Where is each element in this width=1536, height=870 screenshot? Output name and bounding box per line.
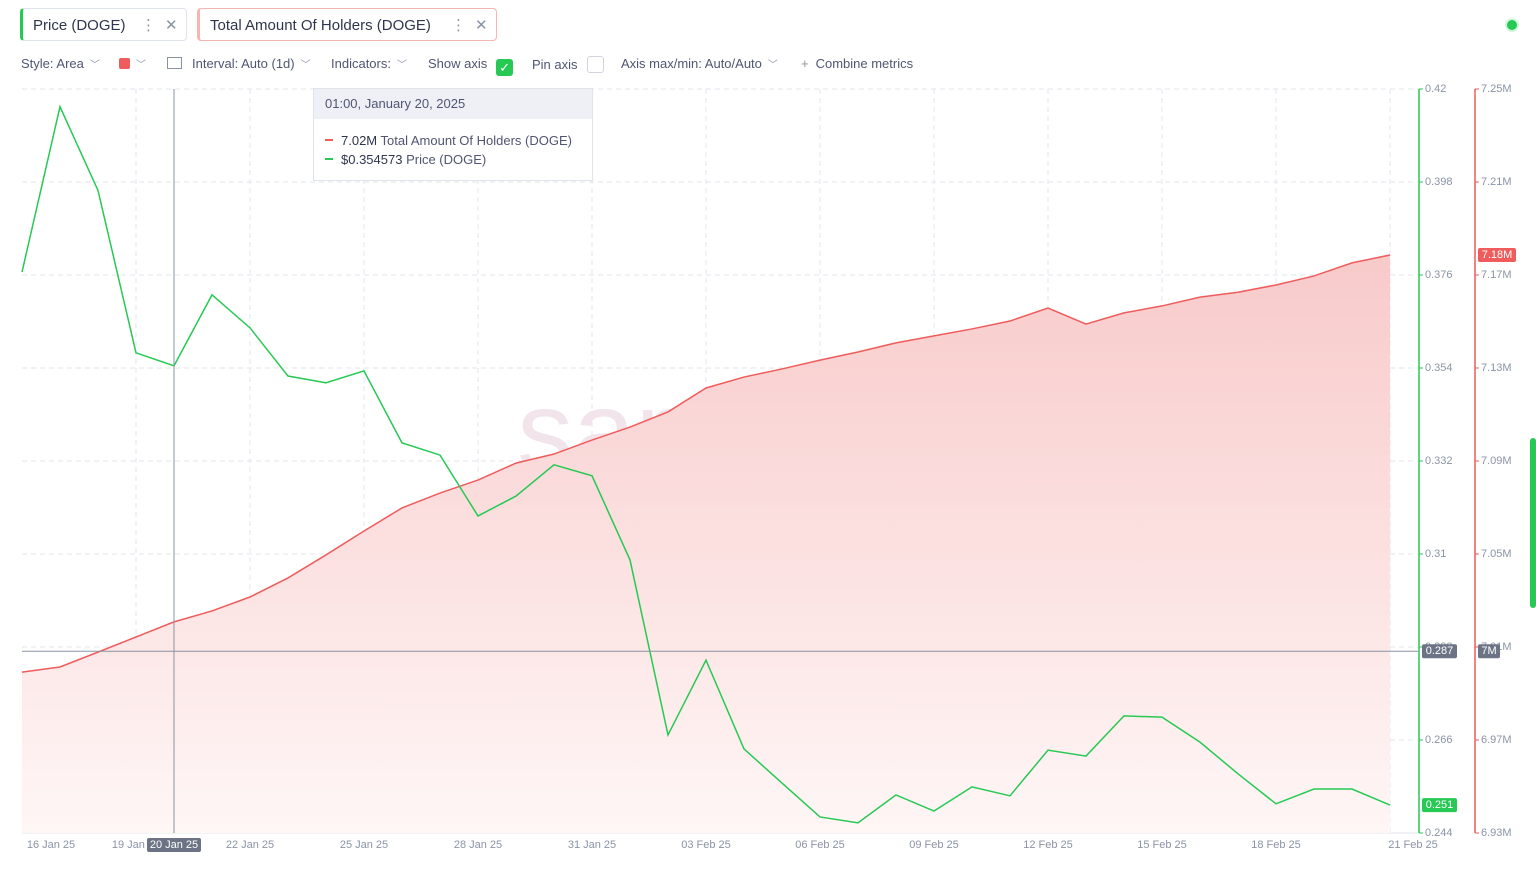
interval-select[interactable]: Interval: Auto (1d) ﹀ [167, 56, 311, 74]
combine-metrics[interactable]: + Combine metrics [801, 56, 914, 71]
area [22, 255, 1390, 833]
interval-icon [167, 57, 182, 69]
crosshair-y-label: 0.287 [1426, 645, 1454, 657]
y-tick-label: 0.376 [1425, 269, 1453, 281]
status-dot [1507, 20, 1517, 30]
indicators-select[interactable]: Indicators: ﹀ [331, 56, 407, 71]
pin-axis-toggle[interactable]: Pin axis [532, 56, 604, 73]
color-select[interactable]: ﹀ [119, 56, 146, 74]
y-tick-label: 0.354 [1425, 362, 1453, 374]
tooltip-series: Price (DOGE) [406, 152, 487, 167]
tooltip-series: Total Amount Of Holders (DOGE) [380, 133, 572, 148]
y-tick-label: 0.42 [1425, 83, 1446, 95]
toolbar-label: Indicators: [331, 56, 391, 71]
y2-tick-label: 7.13M [1481, 362, 1512, 374]
y2-tick-label: 7.05M [1481, 548, 1512, 560]
tooltip: 01:00, January 20, 2025 7.02M Total Amou… [313, 88, 593, 181]
x-tick-label: 16 Jan 25 [27, 839, 75, 851]
x-tick-label: 06 Feb 25 [795, 839, 845, 851]
tooltip-value: $0.354573 [341, 152, 403, 167]
tab-label: Price (DOGE) [33, 17, 126, 34]
show-axis-toggle[interactable]: Show axis ✓ [428, 56, 514, 76]
crosshair-badge [147, 838, 201, 852]
tab-close[interactable]: ✕ [475, 17, 488, 34]
checkbox[interactable] [586, 56, 604, 73]
tooltip-title: 01:00, January 20, 2025 [314, 89, 592, 119]
x-tick-label: 09 Feb 25 [909, 839, 959, 851]
axis-minmax-select[interactable]: Axis max/min: Auto/Auto ﹀ [621, 56, 778, 71]
y2-tick-label: 6.93M [1481, 827, 1512, 839]
end-label: 7.18M [1482, 249, 1513, 261]
y2-tick-label: 7.09M [1481, 455, 1512, 467]
x-tick-label: 18 Feb 25 [1251, 839, 1301, 851]
toolbar-label: Show axis [428, 56, 488, 71]
crosshair-badge [1422, 644, 1457, 659]
y-tick-label: 0.244 [1425, 827, 1453, 839]
tab-label: Total Amount Of Holders (DOGE) [210, 17, 431, 34]
y-tick-label: 0.332 [1425, 455, 1453, 467]
x-tick-label: 31 Jan 25 [568, 839, 616, 851]
y-tick-label: 0.266 [1425, 734, 1453, 746]
tab-close[interactable]: ✕ [165, 17, 178, 34]
y-tick-label: 0.31 [1425, 548, 1446, 560]
crosshair-y2-label: 7M [1481, 645, 1496, 657]
tab-menu[interactable]: ⋮ [451, 17, 466, 34]
crosshair-badge [1478, 644, 1500, 659]
toolbar-label: Combine metrics [815, 56, 914, 71]
metric-tab[interactable]: Price (DOGE) ⋮ ✕ [20, 8, 187, 41]
scroll-indicator [1530, 438, 1536, 608]
end-label: 0.251 [1426, 799, 1454, 811]
crosshair-x-label: 20 Jan 25 [150, 839, 198, 851]
x-tick-label: 15 Feb 25 [1137, 839, 1187, 851]
x-tick-label: 21 Feb 25 [1388, 839, 1438, 851]
x-tick-label: 28 Jan 25 [454, 839, 502, 851]
tab-menu[interactable]: ⋮ [141, 17, 156, 34]
toolbar-label: Style: Area [21, 56, 84, 71]
style-select[interactable]: Style: Area ﹀ [21, 56, 100, 71]
metric-tab[interactable]: Total Amount Of Holders (DOGE) ⋮ ✕ [197, 8, 497, 41]
tooltip-value: 7.02M [341, 133, 378, 148]
tooltip-row: $0.354573 Price (DOGE) [325, 152, 486, 167]
tooltip-row: 7.02M Total Amount Of Holders (DOGE) [325, 133, 572, 148]
checkbox-checked[interactable]: ✓ [496, 59, 514, 76]
y2-tick-label: 7.17M [1481, 269, 1512, 281]
y2-tick-label: 6.97M [1481, 734, 1512, 746]
end-badge [1422, 798, 1457, 813]
y2-tick-label: 7.25M [1481, 83, 1512, 95]
x-tick-label: 12 Feb 25 [1023, 839, 1073, 851]
x-tick-label: 25 Jan 25 [340, 839, 388, 851]
y2-tick-label: 7.21M [1481, 176, 1512, 188]
end-badge [1478, 248, 1516, 263]
toolbar-label: Interval: Auto (1d) [192, 56, 295, 71]
toolbar-label: Pin axis [532, 57, 578, 72]
x-tick-label: 03 Feb 25 [681, 839, 731, 851]
color-swatch [119, 58, 130, 69]
x-tick-label: 22 Jan 25 [226, 839, 274, 851]
toolbar-label: Axis max/min: Auto/Auto [621, 56, 762, 71]
y-tick-label: 0.398 [1425, 176, 1453, 188]
area-line [21, 254, 1391, 673]
line [21, 104, 1391, 824]
